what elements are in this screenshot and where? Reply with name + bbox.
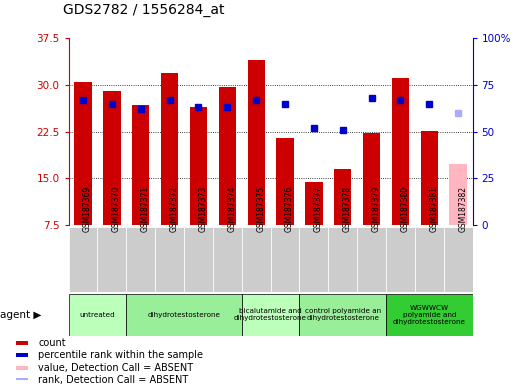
Text: GSM187381: GSM187381 [429, 186, 438, 232]
Bar [103, 91, 120, 225]
Bar [155, 227, 184, 292]
Text: GSM187370: GSM187370 [112, 185, 121, 232]
Text: control polyamide an
dihydrotestosterone: control polyamide an dihydrotestosterone [305, 308, 381, 321]
Bar [16, 366, 29, 369]
Bar [299, 227, 328, 292]
Bar [421, 131, 438, 225]
Bar [98, 227, 126, 292]
Text: GSM187379: GSM187379 [372, 185, 381, 232]
Text: GSM187378: GSM187378 [343, 185, 352, 232]
Text: value, Detection Call = ABSENT: value, Detection Call = ABSENT [39, 363, 194, 373]
Bar [242, 294, 299, 336]
Text: GSM187373: GSM187373 [199, 185, 208, 232]
Bar [248, 60, 265, 225]
Text: GSM187375: GSM187375 [256, 185, 265, 232]
Bar [305, 182, 323, 225]
Bar [69, 294, 126, 336]
Text: GSM187372: GSM187372 [169, 185, 178, 232]
Bar [16, 378, 29, 382]
Bar [270, 227, 299, 292]
Bar [334, 169, 351, 225]
Bar [386, 227, 415, 292]
Bar [132, 106, 149, 225]
Bar [415, 227, 444, 292]
Text: GSM187377: GSM187377 [314, 185, 323, 232]
Bar [242, 227, 271, 292]
Text: GDS2782 / 1556284_at: GDS2782 / 1556284_at [63, 3, 225, 17]
Bar [328, 227, 357, 292]
Bar [16, 341, 29, 345]
Bar [69, 227, 98, 292]
Text: GSM187380: GSM187380 [400, 185, 409, 232]
Bar [276, 138, 294, 225]
Bar [357, 227, 386, 292]
Bar [126, 227, 155, 292]
Text: bicalutamide and
dihydrotestosterone: bicalutamide and dihydrotestosterone [234, 308, 307, 321]
Bar [392, 78, 409, 225]
Bar [190, 107, 207, 225]
Text: GSM187376: GSM187376 [285, 185, 294, 232]
Bar [449, 164, 467, 225]
Bar [184, 227, 213, 292]
Bar [16, 353, 29, 357]
Text: rank, Detection Call = ABSENT: rank, Detection Call = ABSENT [39, 375, 188, 384]
Text: WGWWCW
polyamide and
dihydrotestosterone: WGWWCW polyamide and dihydrotestosterone [393, 305, 466, 325]
Text: GSM187382: GSM187382 [458, 186, 467, 232]
Bar [363, 133, 380, 225]
Text: dihydrotestosterone: dihydrotestosterone [147, 312, 221, 318]
Bar [386, 294, 473, 336]
Text: GSM187369: GSM187369 [83, 185, 92, 232]
Text: agent ▶: agent ▶ [0, 310, 41, 320]
Bar [213, 227, 242, 292]
Bar [219, 87, 236, 225]
Text: GSM187374: GSM187374 [228, 185, 237, 232]
Bar [74, 82, 92, 225]
Bar [161, 73, 178, 225]
Text: untreated: untreated [80, 312, 115, 318]
Text: count: count [39, 338, 66, 348]
Text: GSM187371: GSM187371 [141, 185, 150, 232]
Text: percentile rank within the sample: percentile rank within the sample [39, 351, 203, 361]
Bar [444, 227, 473, 292]
Bar [126, 294, 242, 336]
Bar [299, 294, 386, 336]
